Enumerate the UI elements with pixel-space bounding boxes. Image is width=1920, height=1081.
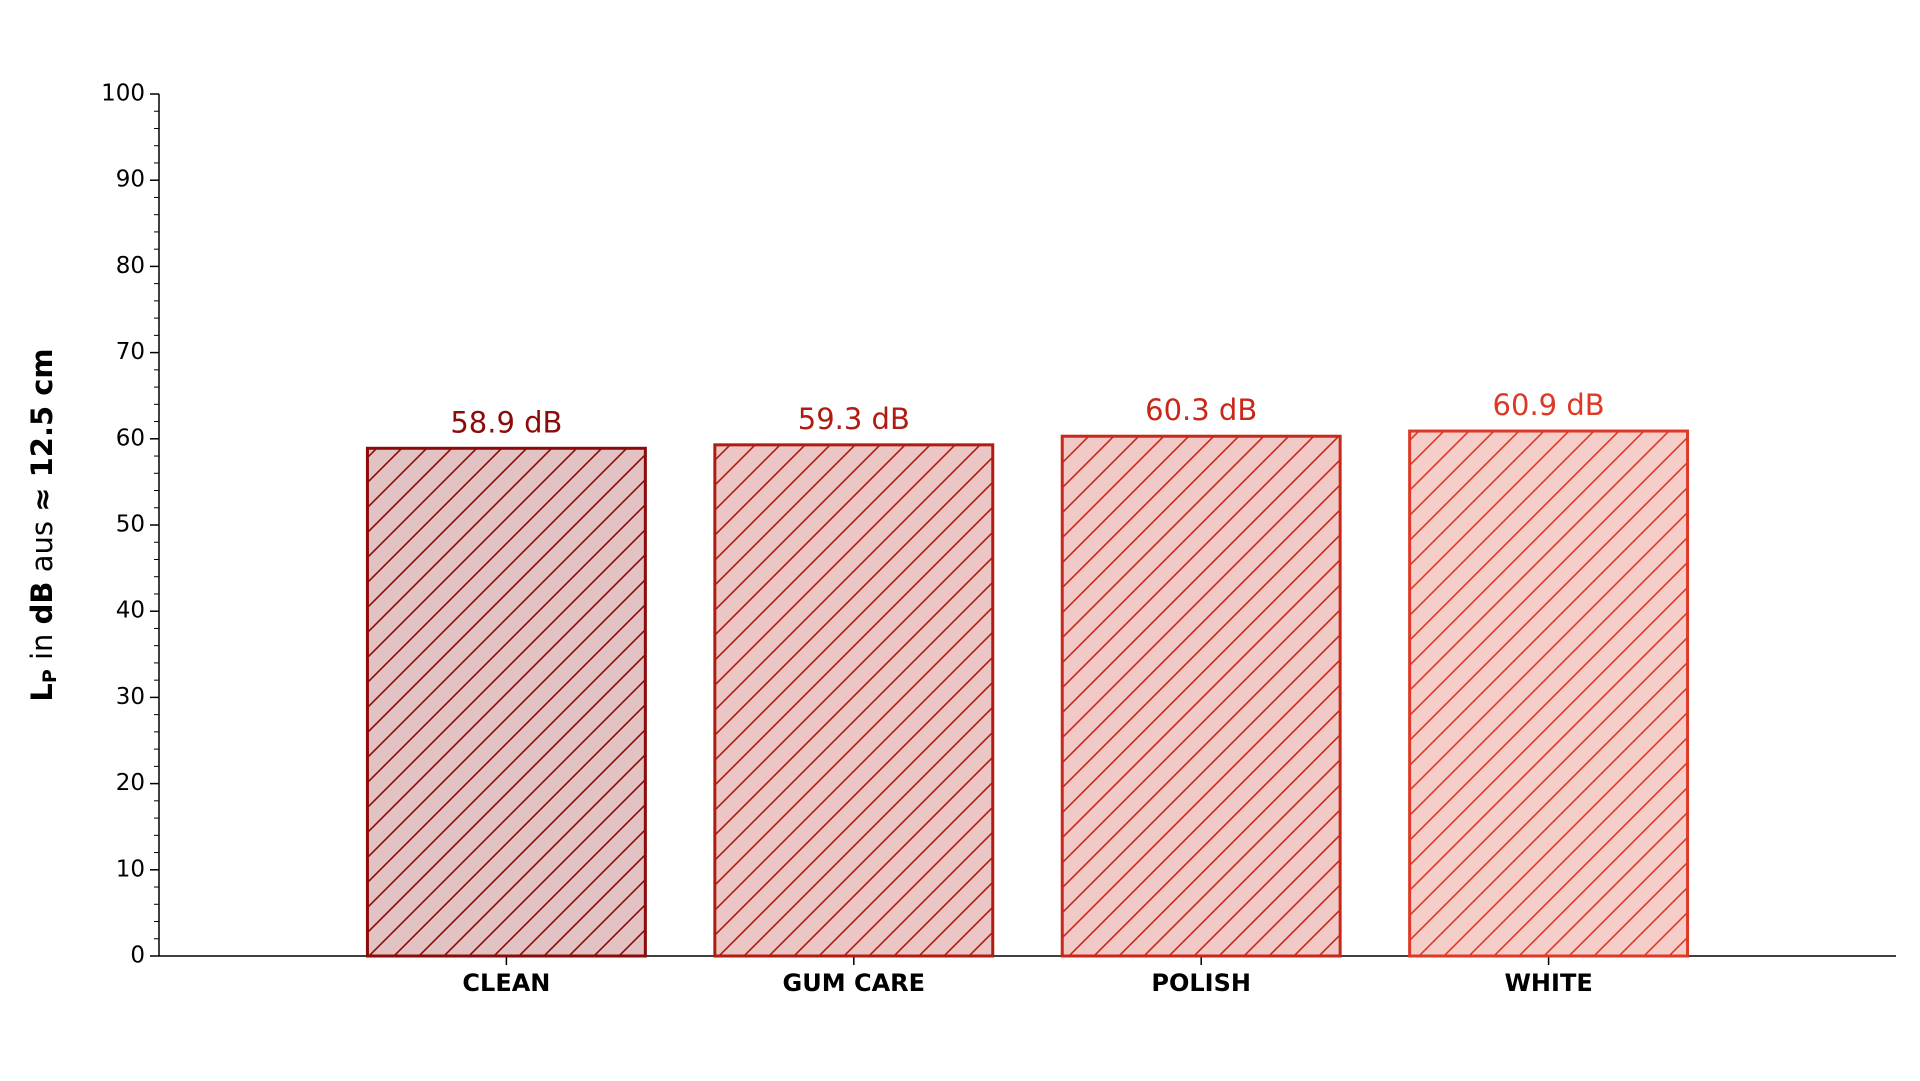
x-tick-label: CLEAN <box>462 969 550 997</box>
bar <box>365 446 647 958</box>
y-tick-label: 60 <box>116 425 145 451</box>
y-label-part: in <box>25 624 59 669</box>
value-label: 60.9 dB <box>1493 388 1605 422</box>
x-tick-label: POLISH <box>1151 969 1251 997</box>
y-label-part: L <box>25 683 59 701</box>
y-tick-label: 20 <box>116 770 145 796</box>
y-tick-label: 50 <box>116 512 145 538</box>
value-label: 59.3 dB <box>798 402 910 436</box>
y-tick-label: 80 <box>116 253 145 279</box>
y-tick-label: 70 <box>116 339 145 365</box>
x-tick-label: WHITE <box>1504 969 1592 997</box>
y-label-part: P <box>39 669 61 683</box>
bar <box>1060 434 1342 958</box>
y-tick-label: 90 <box>116 167 145 193</box>
y-tick-label: 30 <box>116 684 145 710</box>
y-tick-label: 10 <box>116 856 145 882</box>
y-axis-label: LP in dB aus ≈ 12.5 cm <box>25 348 61 701</box>
bar <box>713 443 995 958</box>
y-label-part: aus <box>25 512 59 582</box>
value-label: 58.9 dB <box>450 405 562 439</box>
bar <box>1408 429 1690 958</box>
x-tick-label: GUM CARE <box>783 969 926 997</box>
y-tick-label: 0 <box>130 943 145 969</box>
value-label: 60.3 dB <box>1145 393 1257 427</box>
y-tick-label: 40 <box>116 598 145 624</box>
y-tick-label: 100 <box>101 81 145 107</box>
y-label-part: dB <box>25 581 59 624</box>
y-label-part: ≈ 12.5 cm <box>25 348 59 511</box>
